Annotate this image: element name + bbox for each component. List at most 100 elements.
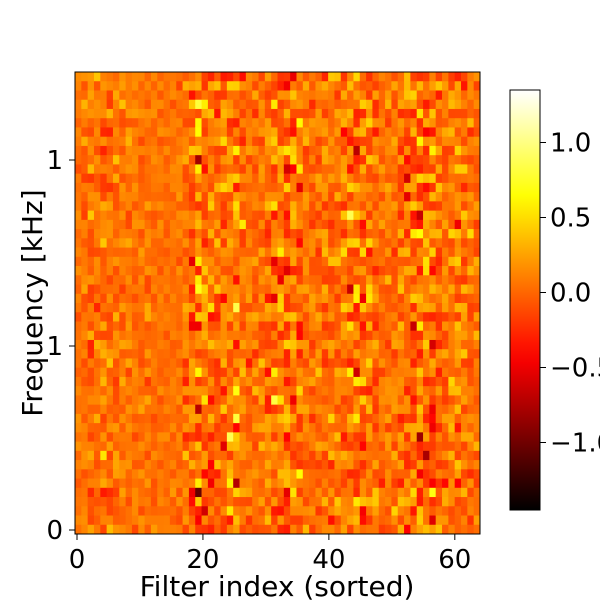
- heatmap-cell: [75, 210, 82, 221]
- heatmap-cell: [467, 99, 475, 110]
- heatmap-cell: [454, 432, 462, 442]
- heatmap-cell: [138, 182, 146, 193]
- heatmap-cell: [448, 506, 456, 516]
- heatmap-cell: [169, 155, 177, 165]
- heatmap-cell: [138, 404, 146, 415]
- heatmap-cell: [182, 90, 190, 101]
- heatmap-cell: [315, 72, 323, 82]
- heatmap-cell: [245, 413, 253, 424]
- heatmap-cell: [473, 118, 481, 128]
- heatmap-cell: [207, 469, 215, 479]
- heatmap-cell: [131, 349, 139, 359]
- heatmap-cell: [353, 136, 361, 147]
- heatmap-cell: [372, 487, 380, 498]
- heatmap-cell: [239, 210, 247, 221]
- heatmap-cell: [258, 108, 266, 119]
- heatmap-cell: [233, 469, 240, 479]
- heatmap-cell: [87, 386, 95, 396]
- heatmap-cell: [125, 293, 133, 304]
- heatmap-cell: [264, 256, 272, 267]
- heatmap-cell: [366, 450, 373, 461]
- heatmap-cell: [188, 321, 196, 332]
- heatmap-cell: [252, 395, 259, 406]
- heatmap-cell: [131, 330, 139, 341]
- heatmap-cell: [315, 201, 323, 211]
- heatmap-cell: [214, 155, 221, 165]
- heatmap-cell: [131, 497, 139, 507]
- heatmap-cell: [87, 339, 95, 350]
- heatmap-cell: [315, 358, 323, 369]
- heatmap-cell: [290, 118, 297, 128]
- heatmap-cell: [340, 182, 348, 193]
- heatmap-cell: [169, 182, 177, 193]
- heatmap-cell: [328, 441, 335, 452]
- heatmap-cell: [442, 284, 449, 295]
- heatmap-cell: [214, 256, 221, 267]
- heatmap-cell: [296, 164, 304, 175]
- heatmap-cell: [448, 210, 456, 221]
- heatmap-cell: [435, 72, 443, 82]
- heatmap-cell: [290, 321, 297, 332]
- heatmap-cell: [302, 524, 310, 535]
- heatmap-cell: [448, 358, 456, 369]
- heatmap-cell: [416, 515, 424, 526]
- heatmap-cell: [283, 469, 291, 479]
- heatmap-cell: [302, 303, 310, 313]
- heatmap-cell: [391, 210, 399, 221]
- heatmap-cell: [138, 192, 146, 202]
- heatmap-cell: [207, 256, 215, 267]
- heatmap-cell: [150, 81, 158, 91]
- heatmap-cell: [359, 182, 367, 193]
- heatmap-cell: [93, 487, 101, 498]
- heatmap-cell: [252, 173, 259, 184]
- heatmap-cell: [461, 136, 468, 147]
- heatmap-cell: [353, 515, 361, 526]
- heatmap-cell: [321, 367, 329, 378]
- heatmap-cell: [100, 164, 108, 175]
- heatmap-cell: [321, 90, 329, 101]
- heatmap-cell: [473, 404, 481, 415]
- heatmap-cell: [283, 460, 291, 470]
- heatmap-cell: [296, 460, 304, 470]
- heatmap-cell: [220, 413, 228, 424]
- heatmap-cell: [397, 81, 405, 91]
- heatmap-cell: [226, 81, 234, 91]
- heatmap-cell: [372, 506, 380, 516]
- heatmap-cell: [182, 164, 190, 175]
- heatmap-cell: [144, 506, 152, 516]
- heatmap-cell: [423, 229, 430, 239]
- heatmap-cell: [81, 145, 89, 156]
- heatmap-cell: [138, 164, 146, 175]
- heatmap-cell: [214, 293, 221, 304]
- heatmap-cell: [435, 219, 443, 230]
- heatmap-cell: [100, 349, 108, 359]
- heatmap-cell: [131, 432, 139, 442]
- heatmap-cell: [214, 219, 221, 230]
- heatmap-cell: [372, 72, 380, 82]
- heatmap-cell: [378, 72, 386, 82]
- heatmap-cell: [125, 182, 133, 193]
- heatmap-cell: [271, 524, 278, 535]
- heatmap-cell: [385, 219, 392, 230]
- heatmap-cell: [176, 487, 183, 498]
- heatmap-cell: [233, 450, 240, 461]
- heatmap-cell: [454, 275, 462, 285]
- heatmap-cell: [87, 90, 95, 101]
- heatmap-cell: [163, 266, 171, 276]
- heatmap-cell: [131, 145, 139, 156]
- heatmap-cell: [416, 330, 424, 341]
- heatmap-cell: [416, 256, 424, 267]
- heatmap-cell: [245, 303, 253, 313]
- heatmap-cell: [290, 145, 297, 156]
- heatmap-cell: [391, 358, 399, 369]
- heatmap-cell: [252, 256, 259, 267]
- heatmap-cell: [404, 524, 411, 535]
- heatmap-cell: [220, 441, 228, 452]
- heatmap-cell: [93, 118, 101, 128]
- heatmap-cell: [473, 515, 481, 526]
- heatmap-cell: [81, 238, 89, 248]
- heatmap-cell: [245, 312, 253, 322]
- heatmap-cell: [429, 229, 437, 239]
- heatmap-cell: [138, 238, 146, 248]
- heatmap-cell: [467, 219, 475, 230]
